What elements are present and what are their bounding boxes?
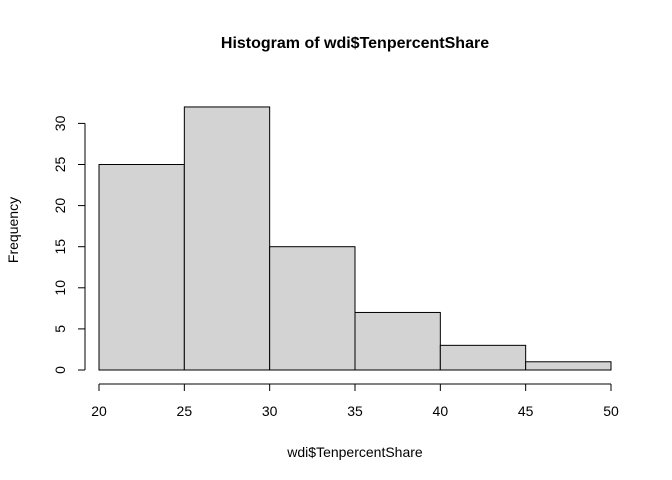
y-axis: 0 5 10 15 20 25 30 (52, 115, 86, 374)
x-tick-label: 45 (518, 403, 534, 419)
histogram-bar (439, 344, 527, 371)
x-tick-label: 40 (433, 403, 449, 419)
y-tick-label: 30 (52, 115, 68, 131)
histogram-bar (525, 361, 612, 371)
histogram-bar (183, 106, 271, 371)
x-tick-label: 20 (91, 403, 107, 419)
x-tick-label: 30 (262, 403, 278, 419)
y-tick-label: 25 (52, 157, 68, 173)
bars-group (98, 106, 612, 371)
chart-title: Histogram of wdi$TenpercentShare (221, 35, 489, 52)
x-axis-label: wdi$TenpercentShare (286, 444, 423, 460)
x-axis: 20 25 30 35 40 45 50 (91, 383, 619, 419)
y-tick-label: 5 (52, 325, 68, 333)
histogram-bar (98, 164, 185, 371)
histogram-bar (354, 311, 441, 371)
y-tick-label: 20 (52, 198, 68, 214)
y-tick-label: 15 (52, 239, 68, 255)
y-axis-label: Frequency (5, 197, 21, 263)
y-tick-label: 0 (52, 366, 68, 374)
y-tick-label: 10 (52, 280, 68, 296)
x-tick-label: 25 (177, 403, 193, 419)
x-tick-label: 50 (603, 403, 619, 419)
x-tick-label: 35 (347, 403, 363, 419)
histogram-bar (269, 246, 356, 371)
